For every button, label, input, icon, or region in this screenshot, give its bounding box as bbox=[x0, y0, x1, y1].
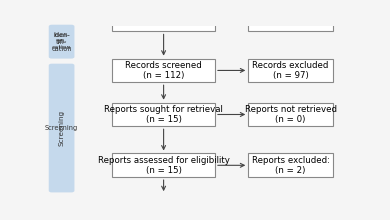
FancyBboxPatch shape bbox=[112, 103, 215, 126]
Text: Reports assessed for eligibility
(n = 15): Reports assessed for eligibility (n = 15… bbox=[98, 156, 230, 175]
Text: Records excluded
(n = 97): Records excluded (n = 97) bbox=[252, 61, 329, 80]
Text: Reports sought for retrieval
(n = 15): Reports sought for retrieval (n = 15) bbox=[104, 105, 223, 124]
Text: Records screened
(n = 112): Records screened (n = 112) bbox=[125, 61, 202, 80]
FancyBboxPatch shape bbox=[49, 25, 74, 59]
Text: Reports excluded:
(n = 2): Reports excluded: (n = 2) bbox=[252, 156, 330, 175]
Text: Iden-
tifi-
cation: Iden- tifi- cation bbox=[52, 33, 71, 50]
FancyBboxPatch shape bbox=[248, 59, 333, 82]
Text: Reports not retrieved
(n = 0): Reports not retrieved (n = 0) bbox=[245, 105, 337, 124]
Text: Screening: Screening bbox=[45, 125, 78, 131]
FancyBboxPatch shape bbox=[248, 8, 333, 31]
FancyBboxPatch shape bbox=[248, 103, 333, 126]
FancyBboxPatch shape bbox=[248, 154, 333, 177]
Text: Screening: Screening bbox=[58, 110, 65, 146]
FancyBboxPatch shape bbox=[49, 64, 74, 192]
FancyBboxPatch shape bbox=[112, 59, 215, 82]
FancyBboxPatch shape bbox=[112, 154, 215, 177]
Text: Iden-
tifi-
cation: Iden- tifi- cation bbox=[51, 32, 72, 52]
FancyBboxPatch shape bbox=[112, 8, 215, 31]
